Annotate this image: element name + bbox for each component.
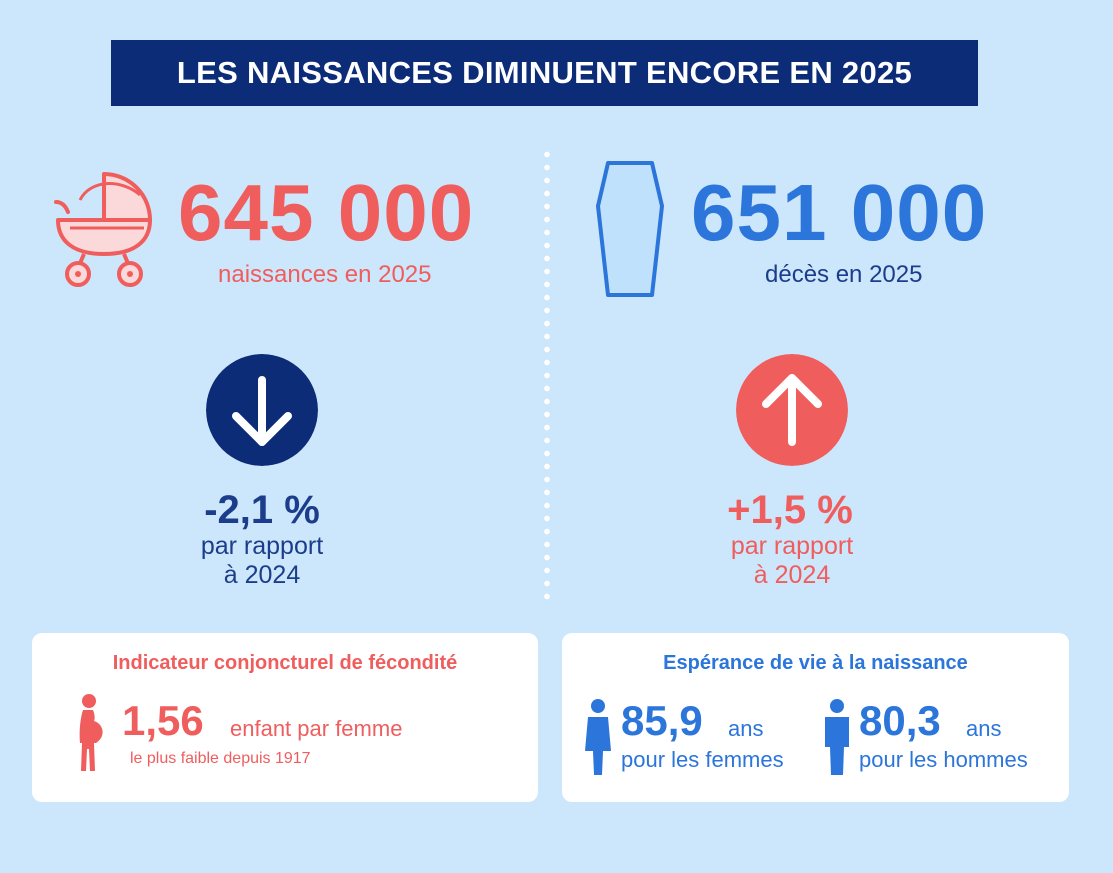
fertility-title: Indicateur conjoncturel de fécondité (112, 652, 458, 674)
man-icon (825, 699, 849, 775)
women-unit: ans (728, 716, 764, 741)
women-label: pour les femmes (621, 747, 784, 772)
arrow-down-icon (206, 354, 318, 466)
baby-carriage-icon (54, 172, 152, 287)
births-value: 645 000 (178, 168, 475, 257)
deaths-change-line2: à 2024 (753, 561, 831, 589)
deaths-change: +1,5 % (727, 488, 853, 532)
woman-icon (585, 699, 611, 775)
men-label: pour les hommes (859, 747, 1028, 772)
men-unit: ans (966, 716, 1002, 741)
births-change-line2: à 2024 (223, 561, 301, 589)
births-change-line1: par rapport (200, 532, 324, 560)
pregnant-woman-icon (79, 694, 103, 771)
life-expectancy-card: Espérance de vie à la naissance 85,9 ans… (562, 633, 1069, 802)
deaths-label: décès en 2025 (765, 261, 923, 288)
coffin-icon (596, 161, 664, 297)
women-value: 85,9 (621, 697, 703, 744)
deaths-value: 651 000 (691, 168, 988, 257)
page-title: LES NAISSANCES DIMINUENT ENCORE EN 2025 (111, 40, 978, 106)
life-expectancy-title: Espérance de vie à la naissance (663, 652, 968, 674)
births-change: -2,1 % (204, 488, 320, 532)
arrow-up-icon (736, 354, 848, 466)
fertility-note: le plus faible depuis 1917 (130, 750, 311, 767)
fertility-value: 1,56 (122, 697, 204, 744)
fertility-unit: enfant par femme (230, 716, 403, 741)
deaths-change-line1: par rapport (730, 532, 854, 560)
fertility-card: Indicateur conjoncturel de fécondité 1,5… (32, 633, 538, 802)
dotted-divider (544, 148, 550, 603)
men-value: 80,3 (859, 697, 941, 744)
births-label: naissances en 2025 (218, 261, 432, 288)
